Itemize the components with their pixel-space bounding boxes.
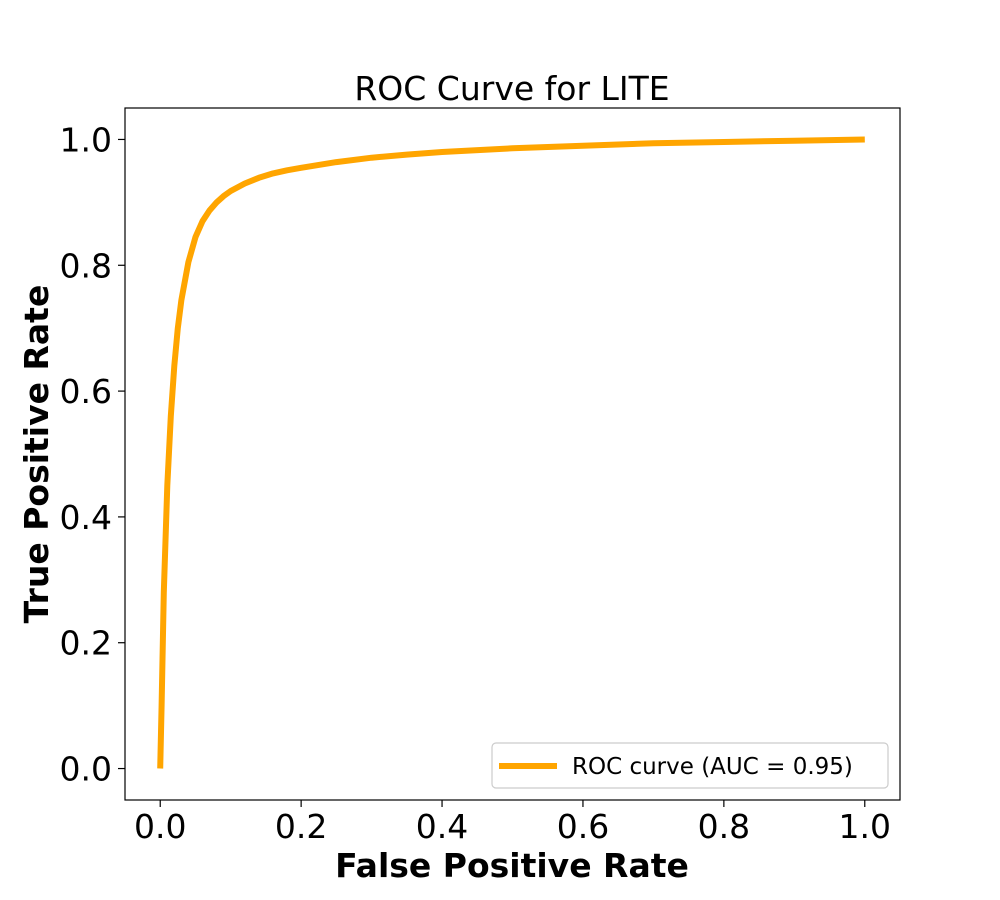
x-tick-label: 0.2 bbox=[275, 807, 327, 846]
x-tick-label: 1.0 bbox=[839, 807, 891, 846]
y-tick-label: 0.8 bbox=[60, 246, 112, 285]
x-tick-label: 0.0 bbox=[134, 807, 186, 846]
y-tick-label: 0.6 bbox=[60, 372, 112, 411]
legend-box bbox=[491, 742, 889, 789]
x-tick-label: 0.4 bbox=[416, 807, 468, 846]
y-tick-label: 0.4 bbox=[60, 498, 112, 537]
plot-area bbox=[124, 107, 901, 801]
y-axis-label: True Positive Rate bbox=[17, 285, 56, 624]
roc-curve-line bbox=[157, 136, 865, 769]
y-tick-label: 0.2 bbox=[60, 624, 112, 663]
x-axis-ticks: 0.0 0.2 0.4 0.6 0.8 1.0 bbox=[134, 800, 891, 846]
x-axis-label: False Positive Rate bbox=[335, 846, 689, 885]
x-tick-label: 0.8 bbox=[698, 807, 750, 846]
legend: ROC curve (AUC = 0.95) bbox=[491, 742, 889, 789]
x-tick-label: 0.6 bbox=[557, 807, 609, 846]
y-tick-label: 1.0 bbox=[60, 120, 112, 159]
chart-title: ROC Curve for LITE bbox=[354, 69, 669, 108]
legend-label: ROC curve (AUC = 0.95) bbox=[572, 754, 853, 780]
y-tick-label: 0.0 bbox=[60, 750, 112, 789]
y-axis-ticks: 0.0 0.2 0.4 0.6 0.8 1.0 bbox=[60, 120, 125, 789]
